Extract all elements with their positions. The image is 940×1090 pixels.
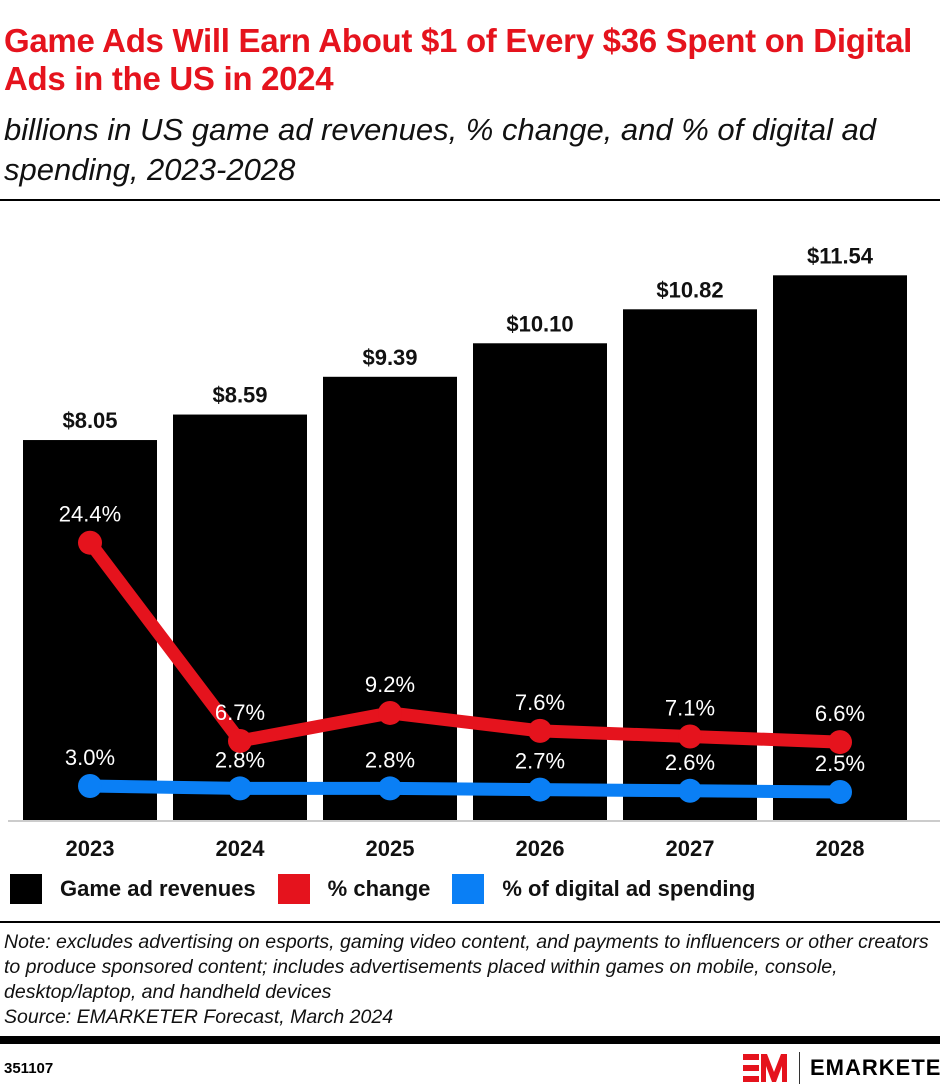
legend-swatch-change: [277, 874, 310, 904]
share-label: 3.0%: [65, 745, 115, 770]
bar-label: $8.05: [62, 408, 117, 433]
bar-label: $10.82: [656, 277, 723, 302]
legend-label-revenues: Game ad revenues: [60, 876, 256, 901]
share-label: 2.5%: [815, 751, 865, 776]
legend-swatch-revenues: [10, 874, 42, 904]
bar-label: $11.54: [807, 243, 874, 268]
share-point: [378, 776, 402, 801]
change-label: 9.2%: [365, 672, 415, 697]
change-point: [228, 728, 252, 753]
change-label: 6.7%: [215, 700, 265, 725]
bar-label: $8.59: [212, 383, 267, 408]
change-label: 24.4%: [59, 502, 121, 527]
x-tick-label: 2027: [666, 836, 715, 861]
share-label: 2.6%: [665, 750, 715, 775]
change-point: [78, 530, 102, 555]
chart-plot: $8.05 2023 $8.59 2024 $9.39 2025 $10.10 2026 $10…: [8, 243, 940, 861]
change-label: 6.6%: [815, 701, 865, 726]
legend-label-change: % change: [327, 876, 431, 901]
change-point: [678, 724, 702, 749]
chart-note: Note: excludes advertising on esports, g…: [4, 930, 934, 1030]
em-logo-icon: [743, 1054, 787, 1082]
x-tick-label: 2024: [216, 836, 266, 861]
chart-title: Game Ads Will Earn About $1 of Every $36…: [4, 22, 913, 97]
note-rule: [0, 921, 940, 923]
header-rule: [0, 199, 940, 201]
change-point: [528, 718, 552, 743]
emarketer-logo: EMARKETER: [743, 1052, 940, 1084]
x-tick-label: 2026: [516, 836, 565, 861]
note-text: Note: excludes advertising on esports, g…: [4, 931, 929, 1003]
bar-2025: [323, 376, 457, 820]
legend: Game ad revenues % change % of digital a…: [10, 874, 777, 904]
share-line: [89, 779, 841, 799]
share-point: [828, 780, 852, 804]
share-point: [228, 776, 252, 801]
legend-swatch-share: [452, 874, 485, 904]
chart-id: 351107: [4, 1060, 54, 1077]
bar-2028: [773, 275, 907, 820]
share-label: 2.7%: [515, 749, 565, 774]
bar-2023: [23, 440, 157, 820]
x-tick-label: 2023: [66, 836, 115, 861]
share-point: [678, 778, 702, 803]
share-label: 2.8%: [365, 747, 415, 772]
source-text: Source: EMARKETER Forecast, March 2024: [4, 1006, 394, 1028]
change-point: [828, 730, 852, 755]
footer-rule: [0, 1036, 940, 1044]
change-label: 7.6%: [515, 690, 565, 715]
chart-subtitle: billions in US game ad revenues, % chang…: [4, 112, 876, 187]
share-point: [528, 777, 552, 802]
brand-name: EMARKETER: [799, 1052, 940, 1084]
bar-label: $10.10: [506, 311, 573, 336]
x-tick-label: 2025: [366, 836, 415, 861]
legend-label-share: % of digital ad spending: [502, 876, 756, 901]
change-point: [378, 700, 402, 725]
share-point: [78, 774, 102, 798]
change-label: 7.1%: [665, 695, 715, 720]
x-tick-label: 2028: [816, 836, 865, 861]
bar-label: $9.39: [362, 345, 417, 370]
change-line: [84, 538, 841, 749]
